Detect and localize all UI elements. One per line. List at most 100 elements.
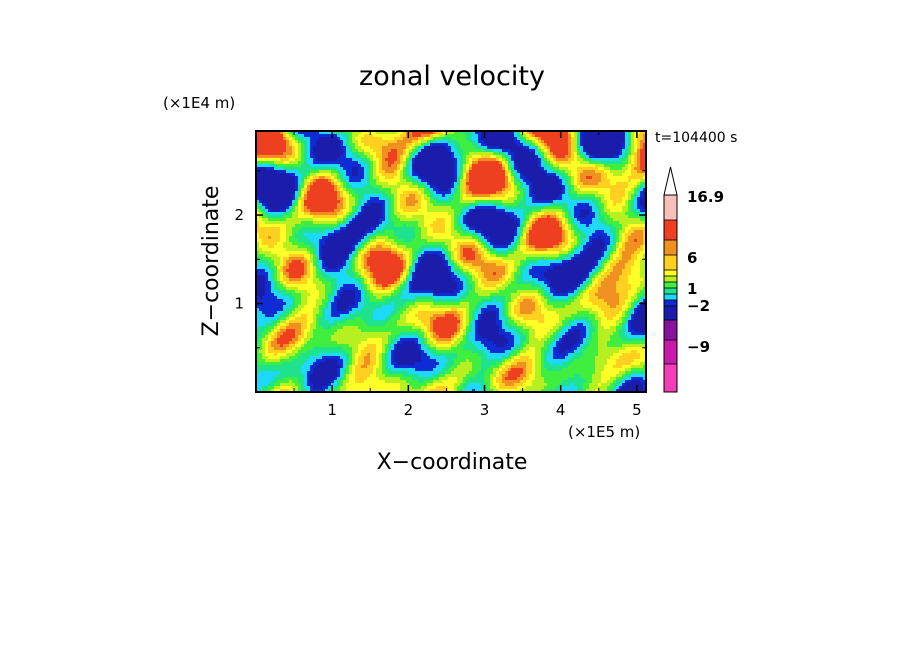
field-cell (352, 155, 356, 159)
field-cell (256, 173, 260, 177)
field-cell (565, 191, 569, 195)
field-cell (466, 227, 470, 231)
field-cell (601, 206, 605, 210)
field-cell (355, 197, 359, 201)
field-cell (385, 230, 389, 234)
field-cell (463, 227, 467, 231)
field-cell (286, 167, 290, 171)
field-cell (523, 137, 527, 141)
field-cell (541, 161, 545, 165)
field-cell (445, 146, 449, 150)
field-cell (481, 176, 485, 180)
field-cell (418, 185, 422, 189)
field-cell (376, 140, 380, 144)
field-cell (481, 140, 485, 144)
field-cell (583, 167, 587, 171)
field-cell (385, 188, 389, 192)
field-cell (325, 155, 329, 159)
field-cell (388, 173, 392, 177)
field-cell (427, 182, 431, 186)
field-cell (478, 197, 482, 201)
field-cell (400, 200, 404, 204)
field-cell (292, 140, 296, 144)
field-cell (292, 173, 296, 177)
field-cell (361, 224, 365, 228)
field-cell (457, 146, 461, 150)
field-cell (430, 179, 434, 183)
field-cell (256, 131, 260, 135)
field-cell (286, 209, 290, 213)
field-cell (265, 143, 269, 147)
field-cell (391, 185, 395, 189)
field-cell (283, 206, 287, 210)
field-cell (565, 194, 569, 198)
field-cell (262, 161, 266, 165)
field-cell (529, 185, 533, 189)
field-cell (406, 149, 410, 153)
field-cell (535, 194, 539, 198)
field-cell (388, 182, 392, 186)
field-cell (433, 176, 437, 180)
field-cell (376, 170, 380, 174)
field-cell (331, 227, 335, 231)
field-cell (334, 164, 338, 168)
field-cell (328, 203, 332, 207)
field-cell (310, 149, 314, 153)
field-cell (358, 227, 362, 231)
field-cell (436, 143, 440, 147)
field-cell (274, 152, 278, 156)
field-cell (355, 161, 359, 165)
field-cell (304, 182, 308, 186)
field-cell (361, 191, 365, 195)
field-cell (301, 173, 305, 177)
field-cell (370, 155, 374, 159)
field-cell (340, 158, 344, 162)
field-cell (304, 146, 308, 150)
field-cell (592, 149, 596, 153)
field-cell (298, 194, 302, 198)
field-cell (295, 137, 299, 141)
field-cell (352, 227, 356, 231)
field-cell (424, 143, 428, 147)
field-cell (307, 170, 311, 174)
field-cell (382, 134, 386, 138)
field-cell (460, 203, 464, 207)
field-cell (424, 227, 428, 231)
field-cell (580, 170, 584, 174)
field-cell (625, 137, 629, 141)
field-cell (451, 155, 455, 159)
field-cell (451, 161, 455, 165)
field-cell (406, 140, 410, 144)
field-cell (397, 224, 401, 228)
field-cell (577, 206, 581, 210)
field-cell (478, 218, 482, 222)
field-cell (439, 176, 443, 180)
field-cell (394, 170, 398, 174)
field-cell (394, 191, 398, 195)
field-cell (394, 185, 398, 189)
field-cell (640, 149, 644, 153)
field-cell (613, 182, 617, 186)
field-cell (493, 188, 497, 192)
field-cell (577, 179, 581, 183)
field-cell (460, 173, 464, 177)
field-cell (565, 146, 569, 150)
field-cell (331, 191, 335, 195)
field-cell (496, 164, 500, 168)
field-cell (325, 152, 329, 156)
field-cell (622, 170, 626, 174)
field-cell (337, 179, 341, 183)
field-cell (451, 131, 455, 135)
field-cell (379, 134, 383, 138)
field-cell (634, 134, 638, 138)
field-cell (319, 137, 323, 141)
field-cell (562, 140, 566, 144)
field-cell (373, 209, 377, 213)
field-cell (457, 212, 461, 216)
field-cell (340, 170, 344, 174)
field-cell (382, 215, 386, 219)
field-cell (640, 161, 644, 165)
field-cell (448, 191, 452, 195)
field-cell (406, 233, 410, 237)
field-cell (277, 131, 281, 135)
